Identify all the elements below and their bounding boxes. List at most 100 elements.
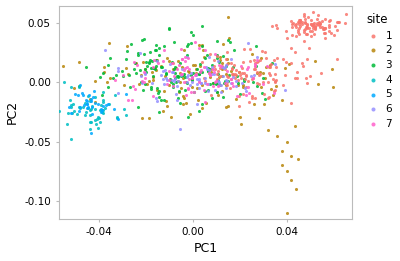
4 [87, 99, 94, 104]
1 [236, 70, 242, 74]
1 [298, 22, 305, 27]
3 [175, 75, 181, 79]
3 [210, 81, 216, 85]
6 [160, 76, 166, 81]
3 [254, 84, 260, 88]
2 [288, 177, 295, 182]
5 [115, 116, 121, 121]
4 [93, 122, 99, 126]
1 [201, 76, 208, 80]
1 [226, 86, 233, 91]
1 [251, 58, 257, 62]
3 [196, 72, 202, 76]
3 [190, 71, 196, 75]
2 [175, 59, 182, 63]
1 [320, 27, 326, 31]
6 [211, 72, 217, 76]
4 [87, 120, 94, 124]
7 [229, 81, 235, 86]
1 [288, 19, 295, 23]
2 [164, 56, 170, 60]
2 [219, 74, 225, 78]
1 [322, 31, 328, 35]
1 [303, 32, 309, 36]
3 [225, 79, 231, 83]
1 [322, 36, 328, 40]
1 [313, 23, 320, 27]
2 [257, 85, 264, 89]
3 [223, 63, 230, 68]
6 [220, 74, 226, 78]
7 [178, 57, 185, 61]
1 [303, 76, 309, 80]
7 [186, 67, 192, 71]
1 [206, 70, 212, 75]
3 [163, 71, 169, 75]
4 [85, 94, 92, 98]
3 [143, 70, 149, 74]
4 [96, 108, 103, 112]
1 [232, 76, 238, 80]
3 [156, 110, 162, 114]
7 [184, 56, 191, 61]
7 [218, 64, 224, 68]
3 [126, 73, 132, 77]
1 [334, 57, 340, 62]
7 [177, 47, 184, 51]
6 [272, 62, 278, 66]
1 [272, 79, 278, 83]
2 [138, 73, 145, 77]
6 [242, 86, 248, 90]
2 [170, 67, 176, 71]
7 [183, 93, 189, 97]
2 [123, 44, 130, 48]
1 [284, 36, 290, 40]
4 [98, 109, 105, 114]
2 [184, 69, 191, 73]
2 [267, 87, 274, 91]
7 [201, 88, 207, 92]
1 [321, 26, 328, 31]
7 [161, 48, 167, 52]
6 [169, 78, 175, 82]
3 [253, 64, 259, 68]
6 [185, 73, 192, 77]
7 [112, 78, 118, 82]
2 [177, 80, 184, 84]
1 [229, 72, 236, 76]
7 [178, 72, 184, 76]
1 [247, 59, 253, 63]
1 [214, 72, 220, 76]
2 [269, 93, 276, 97]
3 [150, 74, 156, 78]
3 [168, 80, 175, 84]
1 [274, 56, 281, 61]
4 [68, 111, 75, 115]
7 [134, 63, 140, 67]
7 [212, 80, 218, 84]
7 [234, 94, 240, 98]
1 [326, 23, 332, 27]
2 [192, 63, 198, 67]
3 [184, 53, 190, 57]
1 [229, 67, 235, 71]
7 [155, 61, 162, 66]
3 [188, 78, 195, 82]
2 [153, 67, 160, 72]
3 [188, 30, 194, 34]
6 [228, 81, 234, 85]
3 [153, 58, 159, 62]
2 [224, 57, 230, 61]
3 [253, 44, 259, 48]
6 [245, 41, 251, 45]
1 [314, 17, 320, 21]
1 [302, 20, 308, 24]
1 [272, 80, 278, 85]
3 [135, 53, 141, 57]
3 [169, 60, 176, 64]
1 [208, 93, 214, 97]
7 [142, 76, 148, 80]
1 [294, 31, 301, 35]
3 [148, 87, 154, 91]
1 [252, 64, 258, 68]
